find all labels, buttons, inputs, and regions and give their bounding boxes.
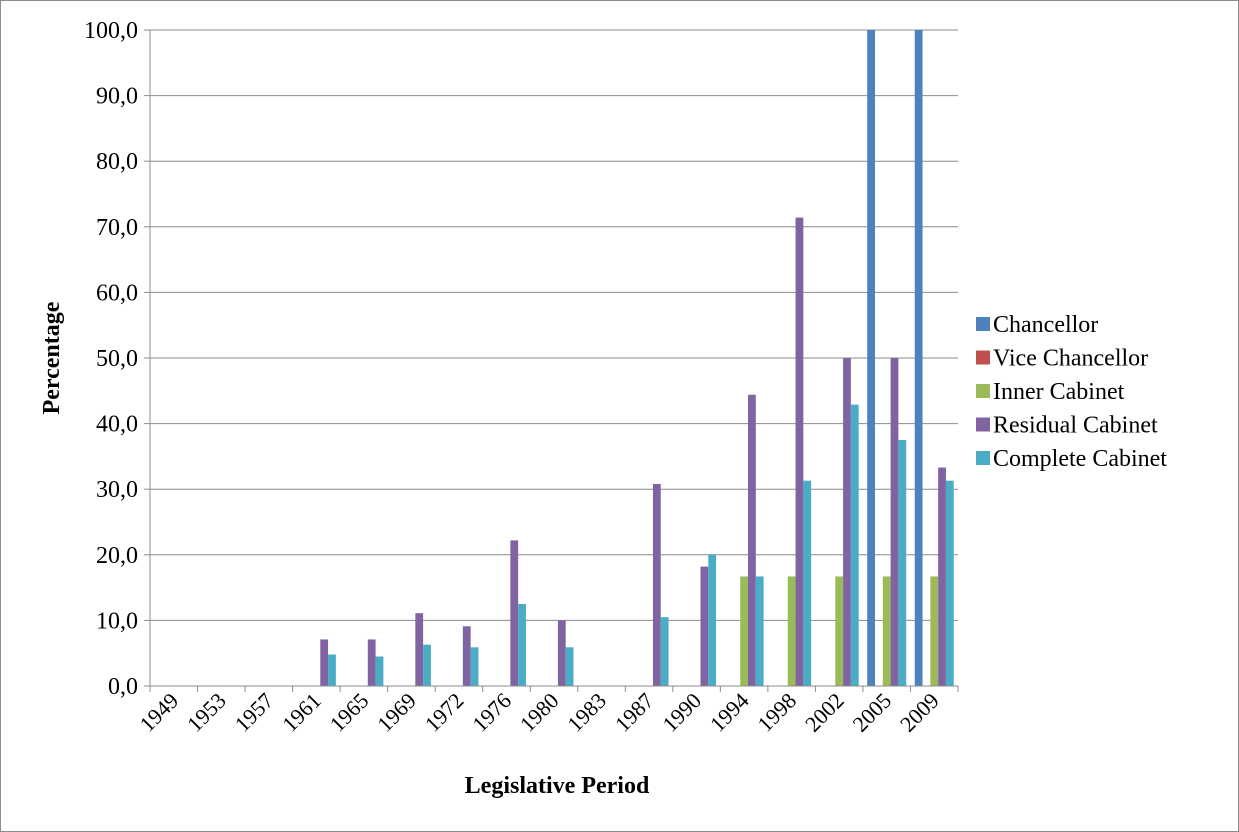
y-tick-label: 40,0 (96, 412, 138, 438)
bar (748, 394, 756, 686)
bar (850, 404, 859, 686)
y-tick-label: 30,0 (96, 477, 138, 503)
axes (144, 29, 959, 692)
legend-swatch (976, 317, 990, 331)
x-tick-label: 1972 (420, 688, 469, 737)
bar (652, 483, 661, 686)
bar (843, 358, 851, 686)
legend-swatch (976, 451, 990, 465)
y-tick-label: 0,0 (108, 674, 138, 700)
x-tick-label: 1994 (705, 688, 754, 737)
bar (708, 554, 717, 686)
bar (565, 647, 574, 686)
y-axis-title: Percentage (39, 301, 65, 414)
legend-label: Residual Cabinet (993, 413, 1158, 439)
bar (462, 626, 471, 686)
bar (328, 654, 336, 686)
x-tick-label: 2002 (800, 688, 849, 737)
bar (890, 358, 899, 686)
bar (375, 656, 384, 686)
x-tick-labels: 1949195319571961196519691972197619801983… (135, 688, 944, 737)
legend-swatch (976, 350, 990, 365)
x-tick-label: 1976 (467, 688, 516, 737)
x-tick-label: 1983 (562, 688, 611, 737)
bars (320, 30, 954, 686)
y-tick-label: 70,0 (96, 215, 138, 241)
x-tick-label: 2005 (847, 688, 896, 737)
bar (930, 576, 939, 686)
x-tick-label: 1961 (277, 688, 326, 737)
legend-label: Inner Cabinet (993, 379, 1125, 405)
y-tick-label: 90,0 (96, 84, 138, 110)
legend-swatch (976, 417, 990, 432)
bar (510, 540, 519, 686)
bar (914, 30, 923, 686)
y-tick-labels: 0,0 10,0 20,0 30,0 40,0 50,0 60,0 70,0 80,0 90,0 1… (84, 18, 138, 700)
y-tick-label: 80,0 (96, 149, 138, 175)
x-axis-title: Legislative Period (465, 773, 650, 799)
y-tick-label: 20,0 (96, 543, 138, 569)
bar (938, 467, 946, 686)
bar (367, 639, 376, 686)
bar (898, 440, 907, 686)
bar (882, 576, 891, 686)
bar (835, 576, 844, 686)
bar (423, 644, 431, 686)
x-tick-label: 2009 (895, 688, 944, 737)
bar (803, 480, 812, 686)
bar (518, 604, 526, 686)
y-tick-label: 50,0 (96, 346, 138, 372)
legend-label: Chancellor (993, 312, 1098, 338)
x-tick-label: 1980 (515, 688, 564, 737)
bar (740, 576, 749, 686)
x-tick-label: 1998 (752, 688, 801, 737)
y-tick-label: 60,0 (96, 280, 138, 306)
x-tick-label: 1965 (325, 688, 374, 737)
bar (557, 620, 566, 686)
legend: Chancellor Vice Chancellor Inner Cabinet Re… (976, 312, 1167, 472)
bar (320, 639, 329, 686)
bar (755, 576, 764, 686)
legend-label: Vice Chancellor (993, 346, 1148, 372)
x-tick-label: 1990 (657, 688, 706, 737)
legend-swatch (976, 384, 990, 398)
bar (415, 613, 424, 686)
bar (470, 647, 479, 686)
y-tick-label: 10,0 (96, 608, 138, 634)
bar (700, 566, 709, 686)
x-tick-label: 1957 (230, 688, 279, 737)
bar (867, 30, 876, 686)
bar (787, 576, 796, 686)
bar (795, 217, 804, 686)
legend-label: Complete Cabinet (993, 446, 1167, 472)
y-tick-label: 100,0 (84, 18, 138, 44)
bar (660, 617, 669, 686)
grid-lines (150, 29, 958, 621)
x-tick-label: 1953 (182, 688, 231, 737)
x-tick-label: 1949 (135, 688, 184, 737)
x-tick-label: 1987 (610, 688, 659, 737)
x-tick-label: 1969 (372, 688, 421, 737)
bar (945, 480, 954, 686)
